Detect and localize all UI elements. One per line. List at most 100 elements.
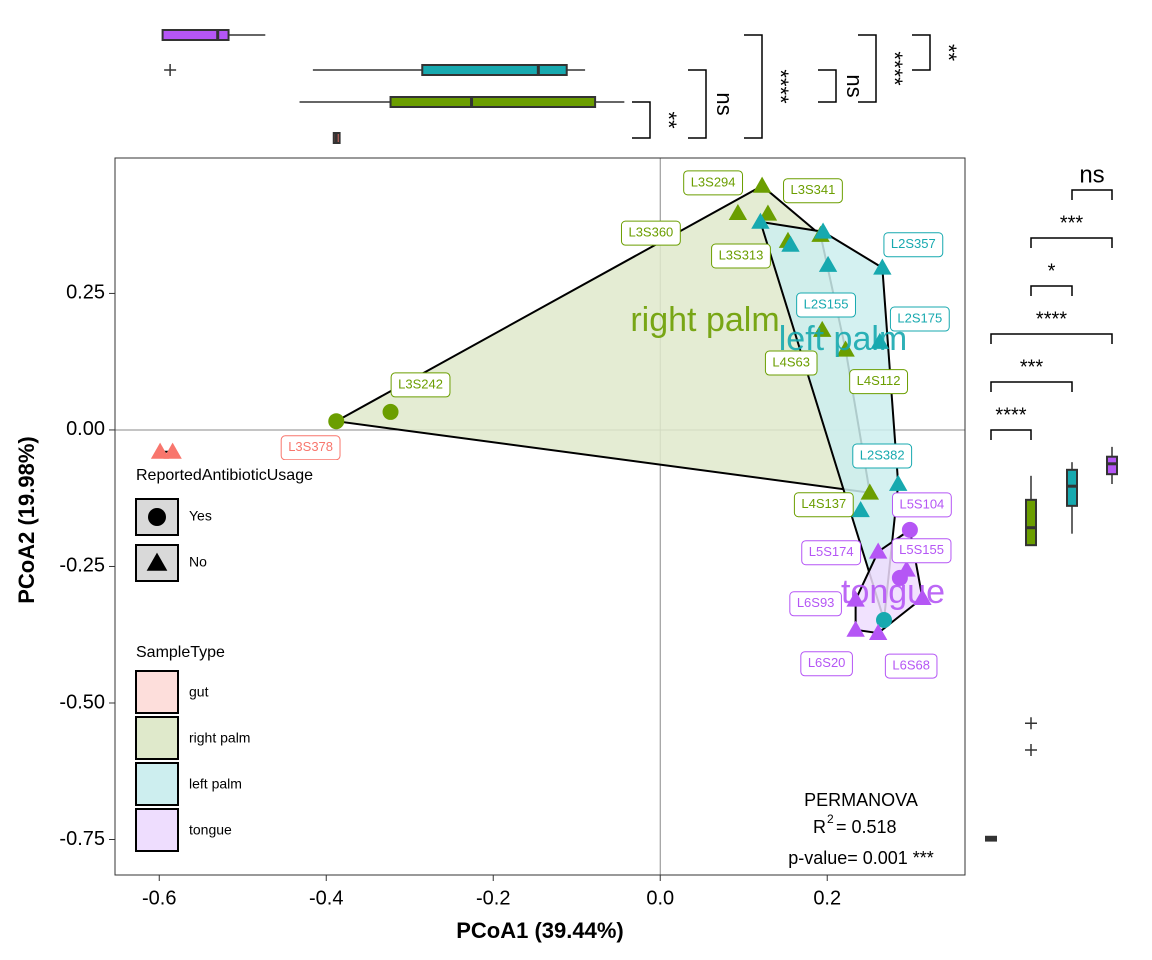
y-tick-label: 0.00 — [66, 418, 105, 440]
point — [846, 590, 865, 607]
point — [876, 611, 893, 628]
legend-key — [135, 762, 179, 806]
point — [781, 235, 800, 252]
point-label: L5S104 — [891, 492, 952, 518]
point-label-box — [783, 178, 843, 204]
point-label: L5S155 — [891, 538, 952, 564]
point-label-text: L2S175 — [897, 310, 942, 325]
annotation-p-value: p-value= 0.001 *** — [788, 848, 934, 868]
legend-label: gut — [189, 684, 209, 700]
outlier — [1025, 743, 1037, 756]
significance-bracket: **** — [858, 34, 907, 103]
bracket-line — [990, 381, 1073, 392]
point — [813, 222, 833, 239]
annotation-r2: = 0.518 — [836, 817, 897, 837]
significance-label: ** — [656, 111, 681, 129]
point-label-box — [849, 369, 909, 395]
point-label-text: L3S242 — [398, 376, 443, 391]
point-label: L4S137 — [793, 492, 854, 518]
point-label-text: L4S63 — [772, 354, 810, 369]
point-label: L5S174 — [801, 540, 862, 566]
significance-label: * — [1048, 260, 1056, 282]
point-label-text: L3S313 — [719, 247, 764, 262]
point — [146, 552, 168, 571]
point-label-text: L4S137 — [801, 496, 846, 511]
legend-label: tongue — [189, 822, 232, 838]
bracket-line — [858, 34, 877, 103]
point-label-box — [620, 220, 681, 246]
point-label-text: L3S378 — [288, 439, 333, 454]
point — [752, 176, 772, 193]
point — [758, 204, 778, 221]
significance-label: **** — [995, 404, 1026, 426]
box — [1106, 455, 1118, 476]
legend-label: No — [189, 554, 207, 570]
point — [889, 474, 908, 491]
group-label: right palm — [630, 301, 779, 339]
bracket-line — [1030, 237, 1113, 248]
significance-bracket: ** — [912, 34, 961, 71]
point — [873, 258, 892, 275]
y-tick-label: 0.25 — [66, 282, 105, 304]
boxplot — [299, 96, 625, 108]
box — [1066, 468, 1078, 507]
point-label-text: L5S155 — [899, 542, 944, 557]
x-tick-label: -0.4 — [309, 887, 343, 909]
point — [818, 255, 838, 272]
annotation-title: PERMANOVA — [804, 790, 918, 810]
bracket-line — [744, 34, 763, 139]
point — [868, 542, 888, 559]
significance-label: ns — [842, 74, 867, 97]
point-label-box — [889, 306, 950, 332]
y-tick-label: -0.50 — [59, 691, 105, 713]
point-label-text: L2S155 — [804, 296, 849, 311]
point-label-box — [390, 372, 451, 398]
significance-bracket: ** — [632, 101, 681, 139]
point — [751, 212, 770, 229]
bracket-line — [912, 34, 931, 71]
point-label-text: L6S20 — [808, 655, 846, 670]
point-label-text: L2S382 — [860, 447, 905, 462]
box — [389, 96, 597, 108]
point — [163, 442, 182, 459]
boxplot — [985, 835, 997, 842]
group-label: tongue — [841, 573, 945, 611]
x-tick-label: -0.2 — [476, 887, 510, 909]
point — [150, 442, 170, 459]
point-label: L4S63 — [764, 350, 818, 376]
point-label-box — [789, 591, 842, 617]
outlier — [164, 64, 177, 76]
point-label-box — [683, 170, 744, 196]
point-label: L3S378 — [280, 435, 341, 461]
significance-label: *** — [1020, 356, 1044, 378]
bracket-line — [1030, 285, 1073, 296]
plot-border — [114, 157, 966, 876]
point-label: L2S155 — [796, 292, 856, 318]
boxplot — [1025, 475, 1037, 756]
point-label-box — [800, 651, 853, 677]
point-label: L6S93 — [789, 591, 842, 617]
boxplot — [164, 64, 586, 76]
point — [868, 623, 888, 640]
legend-key — [135, 670, 179, 714]
annotation: PERMANOVA R 2 = 0.518 p-value= 0.001 *** — [788, 790, 934, 868]
significance-label: ** — [936, 44, 961, 62]
bracket-line — [990, 333, 1113, 344]
point — [860, 483, 880, 500]
point-label-text: L3S360 — [628, 225, 673, 240]
bracket-line — [1071, 189, 1113, 200]
annotation-r2-power: 2 — [827, 812, 834, 826]
significance-bracket: *** — [990, 356, 1073, 392]
point-label: L6S20 — [800, 651, 853, 677]
significance-bracket: ns — [688, 69, 737, 139]
point-label: L2S357 — [883, 232, 944, 258]
point-label: L3S294 — [683, 170, 744, 196]
significance-bracket: **** — [990, 308, 1113, 344]
legend: ReportedAntibioticUsage Yes No SampleType gu… — [122, 460, 352, 860]
legend-title: SampleType — [136, 644, 225, 661]
boxplot — [332, 132, 341, 144]
point-label-box — [883, 232, 944, 258]
point — [901, 521, 918, 538]
point-label-text: L6S68 — [892, 658, 930, 673]
